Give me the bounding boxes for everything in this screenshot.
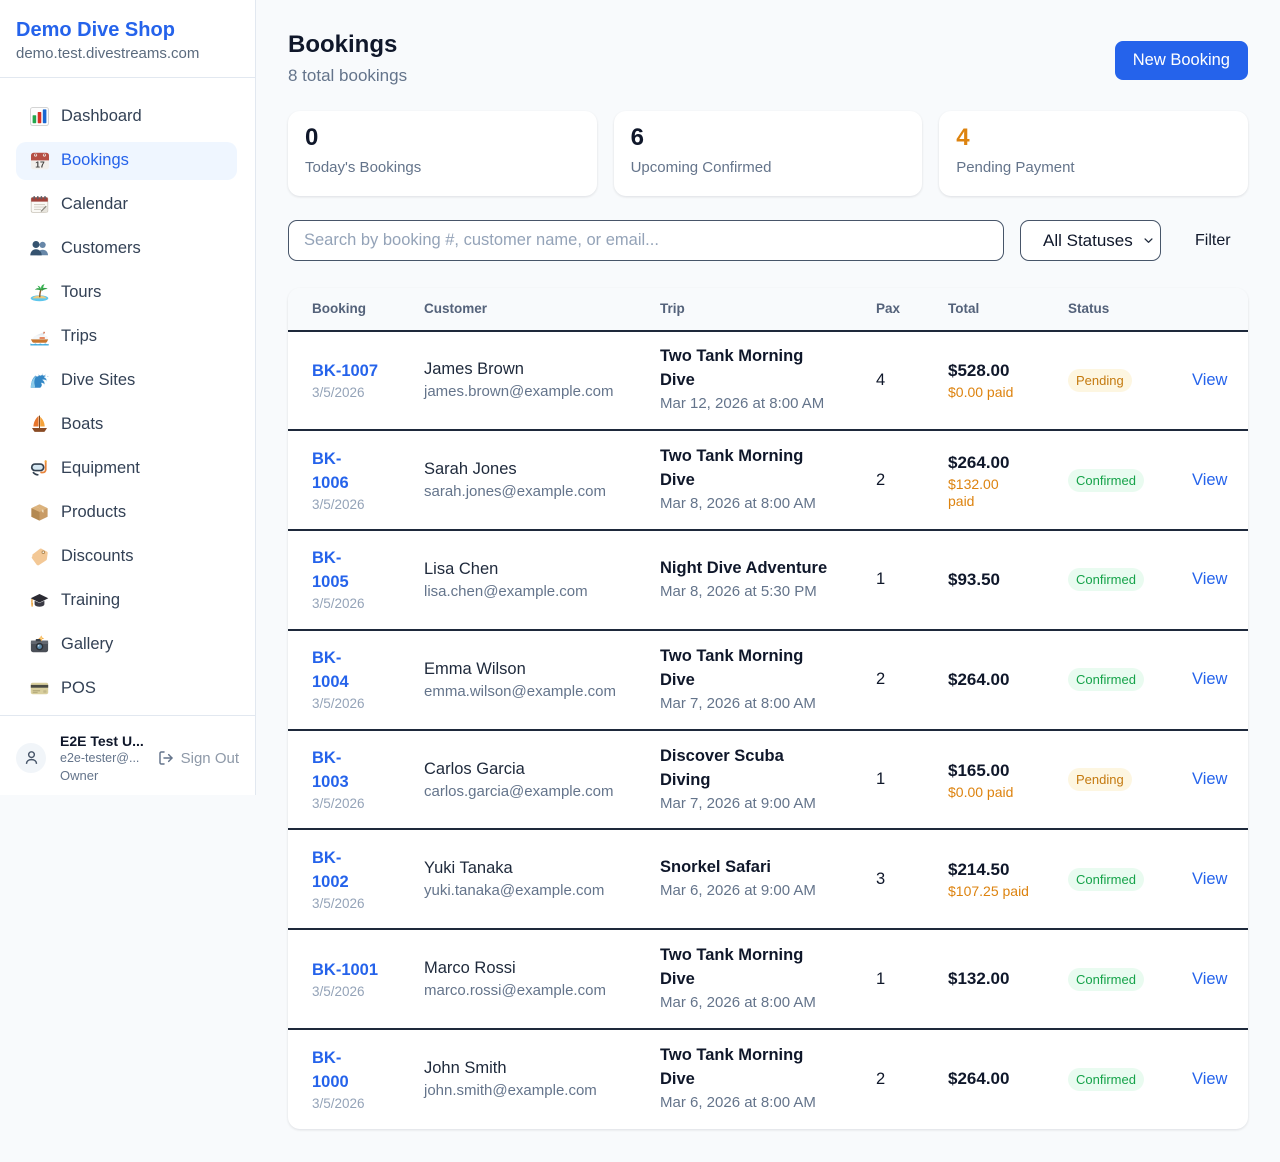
svg-text:17: 17 — [35, 159, 45, 169]
